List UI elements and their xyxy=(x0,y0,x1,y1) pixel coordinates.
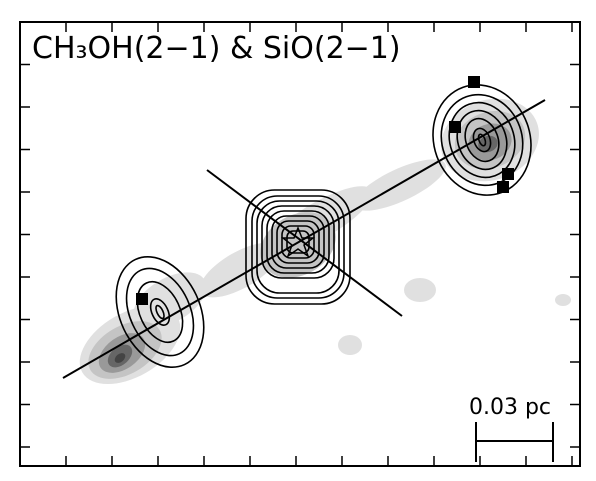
scale-bar xyxy=(475,422,554,462)
emission-level xyxy=(354,159,446,211)
contour xyxy=(448,101,516,179)
maser-markers xyxy=(136,76,514,305)
emission-level xyxy=(478,135,498,153)
contour xyxy=(477,133,487,147)
emission-level xyxy=(200,242,280,298)
emission-level xyxy=(114,353,126,363)
marker xyxy=(136,293,148,305)
ticks xyxy=(20,22,580,466)
contour xyxy=(155,304,165,320)
contour xyxy=(125,267,195,357)
emission-level xyxy=(260,212,336,278)
marker xyxy=(497,181,509,193)
scale-bar-label: 0.03 pc xyxy=(469,395,551,420)
emission-level xyxy=(404,278,436,302)
perpendicular-axis xyxy=(206,169,403,317)
marker xyxy=(502,168,514,180)
contour xyxy=(271,215,325,269)
emission-level xyxy=(555,294,571,306)
emission-level xyxy=(338,335,362,355)
contour xyxy=(245,189,351,305)
star-marker xyxy=(280,225,316,258)
contour xyxy=(256,200,340,294)
marker xyxy=(449,121,461,133)
contour xyxy=(136,280,184,344)
frame xyxy=(19,21,581,467)
contour xyxy=(115,255,205,369)
contour xyxy=(261,205,335,279)
outflow-axis xyxy=(62,99,546,379)
title: CH₃OH(2−1) & SiO(2−1) xyxy=(32,31,401,66)
contour xyxy=(266,210,330,274)
contour xyxy=(251,195,345,299)
marker xyxy=(468,76,480,88)
contour xyxy=(149,298,171,326)
contour xyxy=(472,127,492,153)
contour xyxy=(276,220,320,264)
